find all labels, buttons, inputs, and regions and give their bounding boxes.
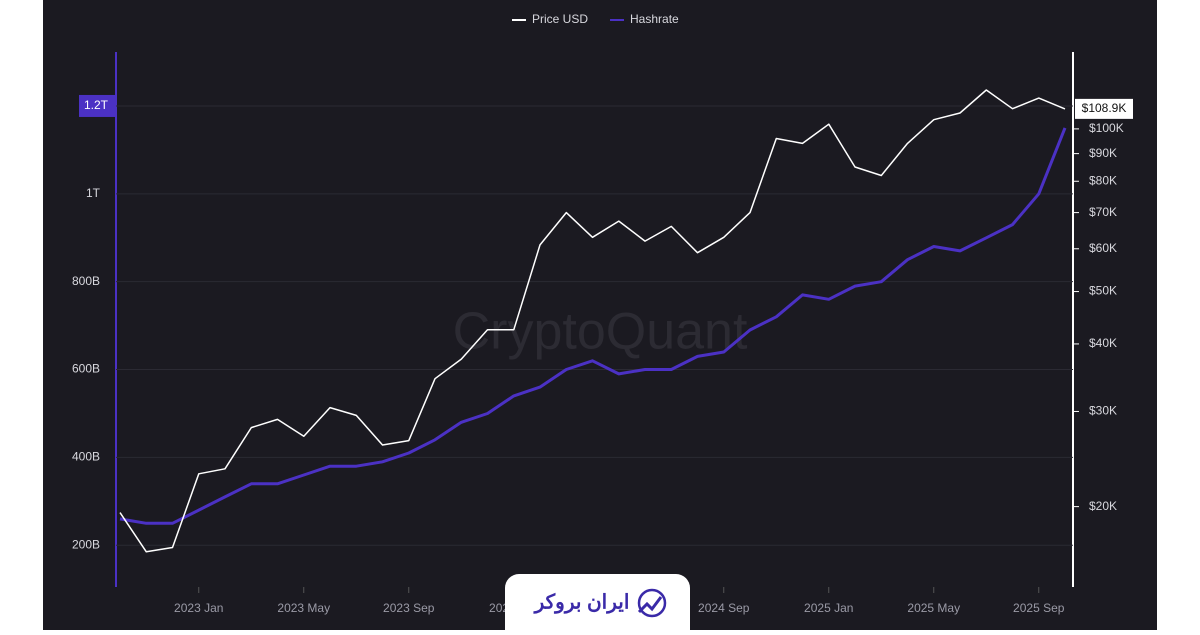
y-tick-label: 200B <box>72 537 100 551</box>
y-tick-highlight <box>79 94 116 117</box>
y2-tick-label: $60K <box>1089 241 1117 255</box>
watermark: CryptoQuant <box>453 303 748 361</box>
x-tick-label: 2025 Sep <box>1013 601 1065 615</box>
y-tick-label: 600B <box>72 362 100 376</box>
y2-tick-label: $70K <box>1089 205 1117 219</box>
y2-tick-label: $50K <box>1089 284 1117 298</box>
y-tick-label: 1.2T <box>84 98 109 112</box>
series-line <box>119 127 1067 525</box>
x-tick-label: 2023 May <box>277 601 330 615</box>
legend-label: Price USD <box>532 12 588 26</box>
logo-box <box>505 574 690 635</box>
y-tick-label: 400B <box>72 450 100 464</box>
price-label: $108.9K <box>1082 101 1127 115</box>
x-tick-label: 2025 Jan <box>804 601 853 615</box>
y-tick-label: 1T <box>86 186 101 200</box>
grid <box>116 105 1073 546</box>
logo-text: ایران بروکر <box>533 591 630 614</box>
x-tick-label: 2023 Jan <box>174 601 223 615</box>
y-tick-label: 800B <box>72 274 100 288</box>
price-label-box <box>1075 98 1133 119</box>
y2-tick-label: $40K <box>1089 336 1117 350</box>
y2-tick-label: $100K <box>1089 121 1124 135</box>
x-tick-label: 2025 May <box>907 601 960 615</box>
x-tick-label: 2024 Sep <box>698 601 750 615</box>
y2-tick-label: $80K <box>1089 173 1117 187</box>
chart-background <box>43 0 1157 630</box>
y2-tick-label: $90K <box>1089 146 1117 160</box>
series-line <box>119 89 1066 553</box>
y2-tick-label: $20K <box>1089 499 1117 513</box>
logo-icon <box>637 596 663 614</box>
logo-icon-ring <box>637 588 667 618</box>
y2-tick-label: $30K <box>1089 404 1117 418</box>
logo: ایران بروکر <box>505 574 690 635</box>
legend-label: Hashrate <box>630 12 679 26</box>
x-tick-label: 2023 Sep <box>383 601 435 615</box>
